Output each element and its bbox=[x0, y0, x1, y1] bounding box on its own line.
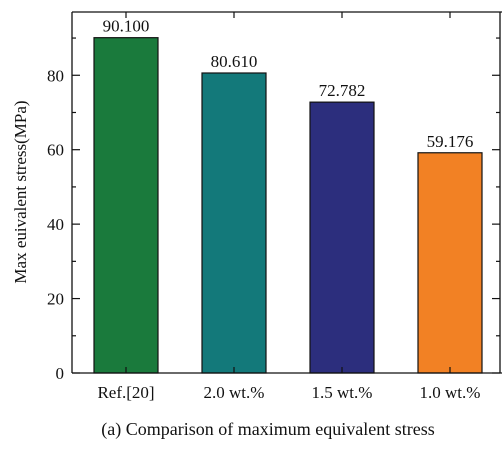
chart-caption: (a) Comparison of maximum equivalent str… bbox=[101, 419, 434, 440]
category-label-1: Ref.[20] bbox=[97, 383, 154, 402]
value-label-1: 90.100 bbox=[103, 17, 150, 36]
value-labels-layer: 90.100 80.610 72.782 59.176 bbox=[103, 17, 474, 151]
value-label-3: 72.782 bbox=[319, 81, 366, 100]
value-label-2: 80.610 bbox=[211, 52, 258, 71]
category-label-3: 1.5 wt.% bbox=[312, 383, 373, 402]
bar-1 bbox=[93, 37, 159, 374]
y-tick-label-0: 0 bbox=[56, 364, 65, 383]
bar-3 bbox=[309, 101, 375, 374]
bars-layer bbox=[93, 37, 483, 374]
bar-2 bbox=[201, 72, 267, 374]
bar-4 bbox=[417, 152, 483, 374]
y-tick-label-40: 40 bbox=[47, 215, 64, 234]
x-labels-layer: Ref.[20] 2.0 wt.% 1.5 wt.% 1.0 wt.% bbox=[97, 367, 480, 402]
value-label-4: 59.176 bbox=[427, 132, 474, 151]
category-label-2: 2.0 wt.% bbox=[204, 383, 265, 402]
axes-layer bbox=[71, 11, 502, 374]
y-tick-label-20: 20 bbox=[47, 290, 64, 309]
y-tick-label-80: 80 bbox=[47, 66, 64, 85]
y-axis-title: Max euivalent stress(MPa) bbox=[11, 100, 30, 283]
y-ticks-layer: 0 20 40 60 80 bbox=[47, 37, 500, 383]
y-tick-label-60: 60 bbox=[47, 141, 64, 160]
category-label-4: 1.0 wt.% bbox=[420, 383, 481, 402]
